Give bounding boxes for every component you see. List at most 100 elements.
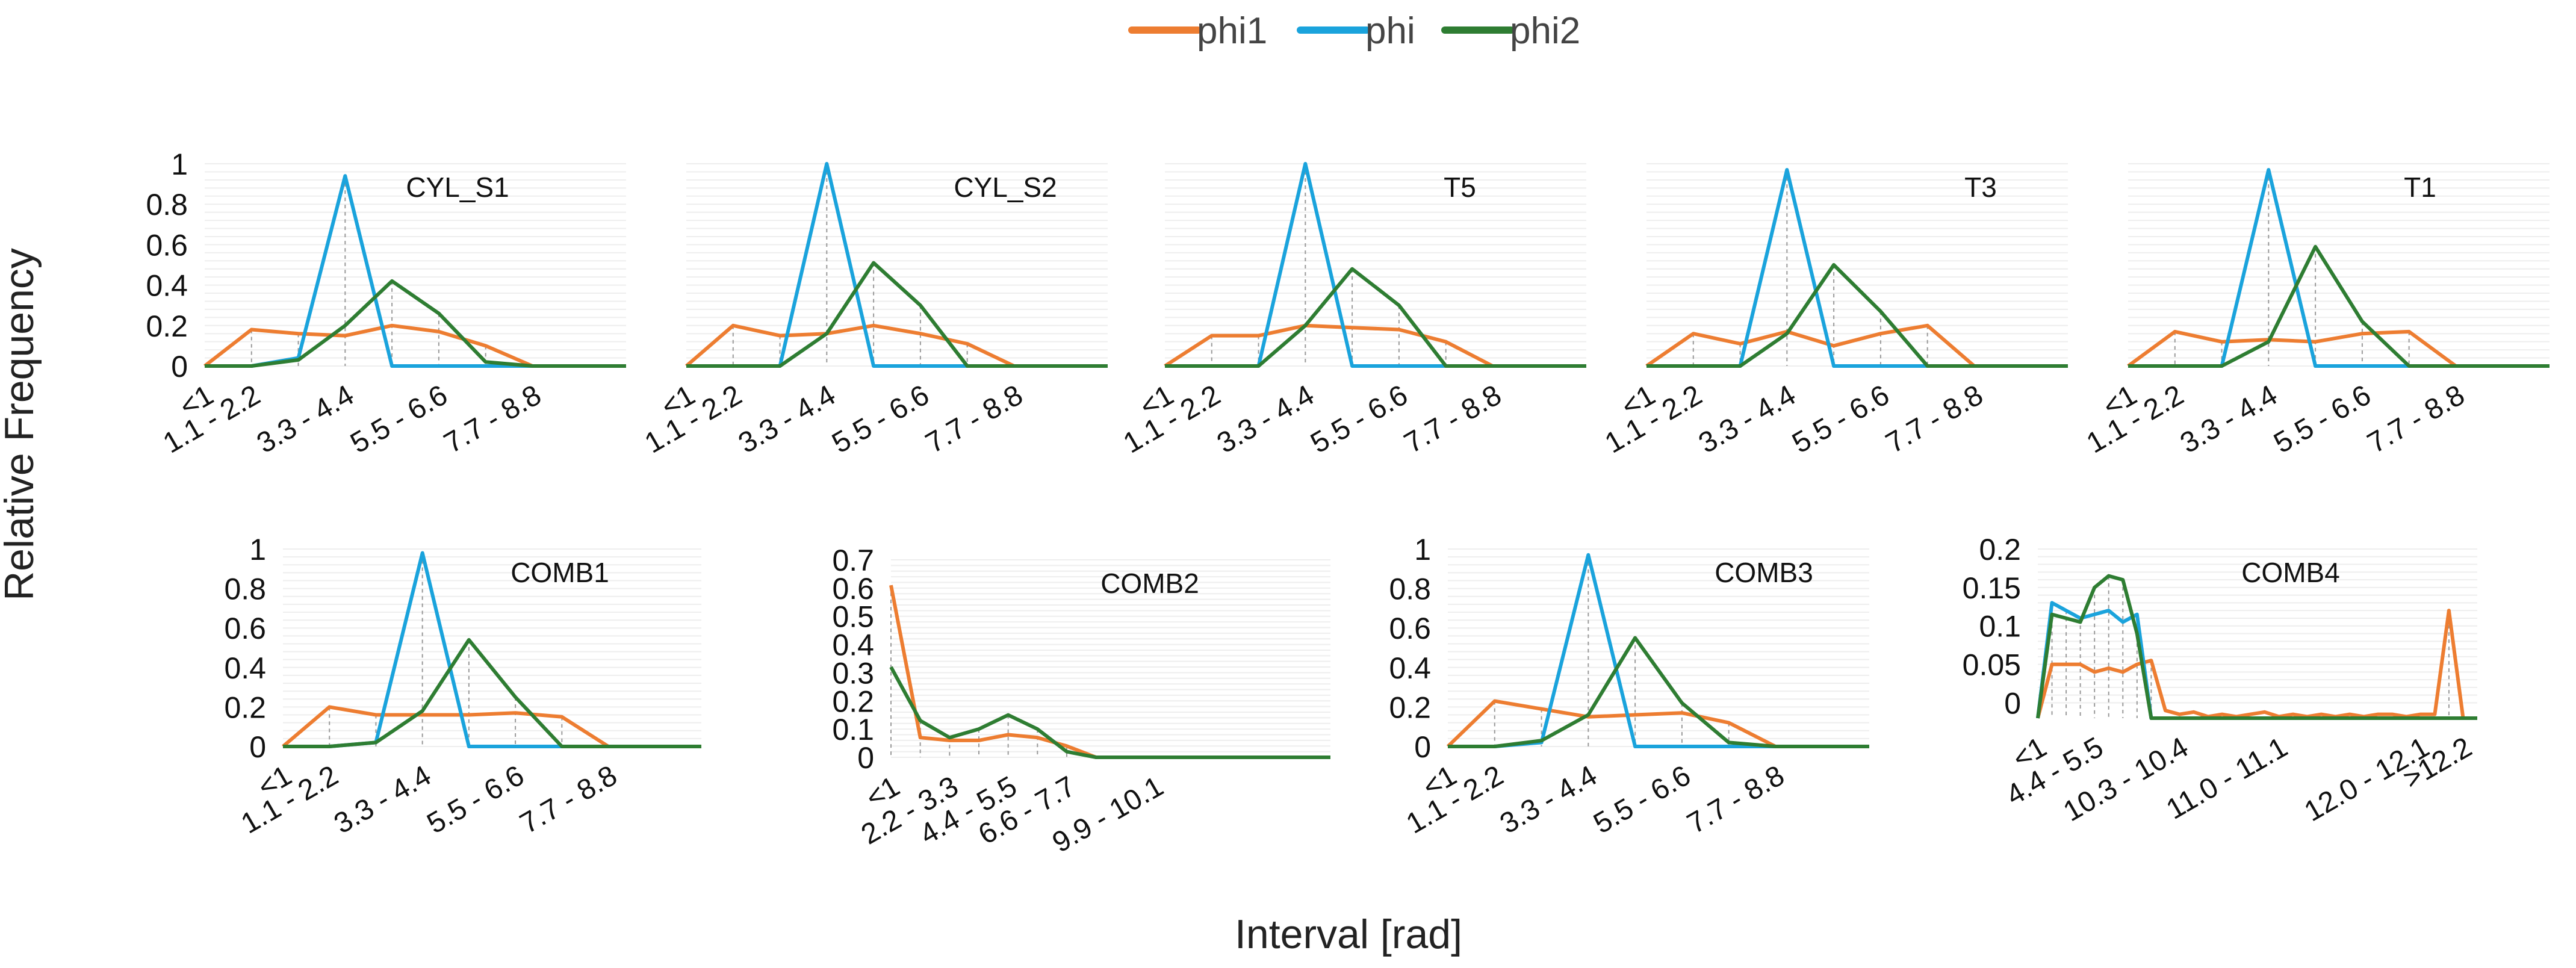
ytick-label: 1 (249, 533, 266, 566)
series-line-phi-comb4 (2036, 601, 2477, 720)
xtick-label: 1.1 - 2.2 (236, 760, 344, 840)
series-line-phi1-t3 (1645, 323, 2068, 368)
chart-title-comb2: COMB2 (1100, 568, 1199, 599)
series-line-phi2-t5 (1165, 267, 1586, 368)
series-line-phi-comb1 (283, 551, 701, 748)
grid-comb2 (891, 559, 1330, 758)
ytick-label: 0.5 (832, 600, 874, 634)
legend-label-phi1: phi1 (1197, 10, 1267, 52)
chart-t5: T5<11.1 - 2.23.3 - 4.45.5 - 6.67.7 - 8.8 (1118, 162, 1586, 460)
xtick-label: 7.7 - 8.8 (1682, 760, 1790, 840)
ytick-label: 0.2 (832, 684, 874, 718)
grid-comb3 (1448, 548, 1869, 747)
xtick-label: 1.1 - 2.2 (1118, 379, 1226, 460)
ytick-label: 0 (2004, 686, 2021, 720)
ytick-label: 0 (1414, 730, 1431, 764)
chart-title-t1: T1 (2404, 172, 2436, 203)
chart-title-cyl-s2: CYL_S2 (954, 172, 1057, 203)
ytick-label: 0 (171, 350, 188, 383)
ytick-label: 0.1 (832, 713, 874, 746)
grid-t5 (1165, 163, 1586, 367)
chart-title-comb1: COMB1 (511, 557, 609, 588)
grid-t1 (2128, 163, 2550, 367)
xtick-label: 5.5 - 6.6 (827, 379, 934, 460)
series-line-phi1-comb4 (2036, 609, 2477, 720)
xtick-label: 3.3 - 4.4 (329, 760, 436, 840)
xtick-label: 7.7 - 8.8 (515, 760, 622, 840)
xtick-label: 5.5 - 6.6 (1787, 379, 1895, 460)
chart-title-comb3: COMB3 (1715, 557, 1813, 588)
xtick-label: 5.5 - 6.6 (1305, 379, 1413, 460)
legend: phi1 phi phi2 (1128, 10, 1580, 52)
series-line-phi1-comb3 (1446, 699, 1869, 748)
series-line-phi1-t5 (1164, 323, 1586, 368)
ytick-label: 0.2 (1389, 690, 1431, 724)
series-line-phi2-cyl-s2 (686, 261, 1108, 368)
chart-cyl-s2: CYL_S2<11.1 - 2.23.3 - 4.45.5 - 6.67.7 -… (639, 162, 1108, 460)
xtick-label: 5.5 - 6.6 (422, 760, 530, 840)
chart-title-t3: T3 (1964, 172, 1997, 203)
xtick-label: 1.1 - 2.2 (1401, 760, 1509, 840)
x-axis-title: Interval [rad] (1235, 911, 1462, 957)
series-line-phi2-t3 (1646, 263, 2068, 368)
series-line-phi1-cyl-s2 (685, 323, 1108, 368)
xtick-label: 7.7 - 8.8 (1881, 379, 1988, 460)
ytick-label: 1 (171, 147, 188, 181)
series-line-phi2-cyl-s1 (205, 279, 626, 368)
drop-lines-comb4 (2051, 576, 2450, 718)
drop-lines-t3 (1692, 170, 1928, 366)
xtick-label: 3.3 - 4.4 (733, 379, 841, 460)
drop-lines-t1 (2174, 170, 2410, 366)
xtick-label: 7.7 - 8.8 (1399, 379, 1507, 460)
chart-title-cyl-s1: CYL_S1 (406, 172, 509, 203)
chart-title-t5: T5 (1444, 172, 1476, 203)
ytick-label: 0.2 (146, 309, 188, 343)
ytick-label: 0.6 (1389, 612, 1431, 645)
series-line-phi1-comb1 (282, 705, 701, 748)
ytick-label: 0.6 (224, 612, 266, 645)
ytick-label: 0.4 (146, 269, 188, 303)
series-line-phi1-cyl-s1 (203, 323, 626, 368)
legend-label-phi: phi (1365, 10, 1415, 52)
ytick-label: 0.4 (1389, 651, 1431, 685)
xtick-label: 3.3 - 4.4 (252, 379, 359, 460)
xtick-label: 1.1 - 2.2 (639, 379, 747, 460)
xtick-label: 3.3 - 4.4 (1495, 760, 1603, 840)
chart-title-comb4: COMB4 (2241, 557, 2340, 588)
xtick-label: 5.5 - 6.6 (1588, 760, 1696, 840)
ytick-label: 0.6 (146, 228, 188, 262)
grid-cyl-s2 (686, 163, 1108, 367)
xtick-label: 7.7 - 8.8 (2362, 379, 2470, 460)
y-axis-title: Relative Frequency (0, 248, 42, 601)
legend-item-phi1: phi1 (1128, 10, 1267, 52)
series-line-phi2-comb3 (1448, 636, 1869, 748)
ytick-label: 0.1 (1979, 610, 2021, 644)
ytick-label: 0.2 (224, 690, 266, 724)
series-line-phi1-t1 (2127, 329, 2550, 368)
ytick-label: 0.7 (832, 544, 874, 577)
series-line-phi2-t1 (2128, 244, 2550, 368)
ytick-label: 0 (249, 730, 266, 764)
ytick-label: 0.15 (1963, 571, 2021, 605)
ytick-label: 0.8 (224, 572, 266, 606)
xtick-label: 1.1 - 2.2 (2081, 379, 2189, 460)
ytick-label: 0.6 (832, 572, 874, 606)
legend-item-phi2: phi2 (1441, 10, 1580, 52)
xtick-label: 7.7 - 8.8 (920, 379, 1028, 460)
grid-comb1 (283, 548, 701, 747)
legend-item-phi: phi (1297, 10, 1415, 52)
ytick-label: 0.8 (1389, 572, 1431, 606)
series-line-phi2-comb4 (2036, 574, 2477, 720)
ytick-label: 1 (1414, 533, 1431, 566)
ytick-label: 0.4 (224, 651, 266, 685)
series-line-phi2-comb1 (283, 638, 701, 748)
xtick-label: 7.7 - 8.8 (439, 379, 547, 460)
ytick-label: 0.8 (146, 188, 188, 222)
